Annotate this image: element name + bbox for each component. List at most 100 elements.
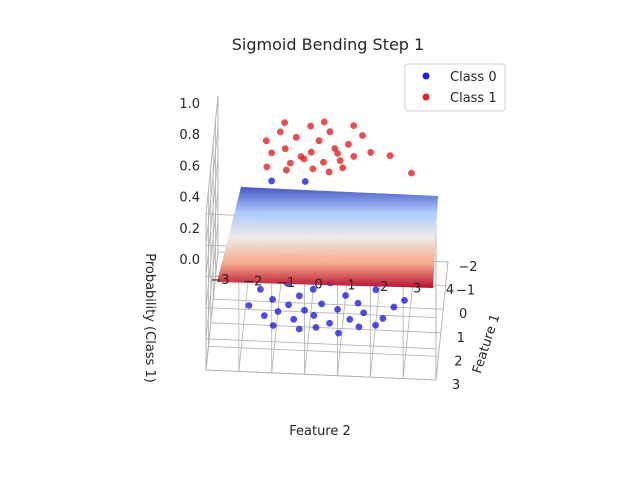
class0-point: [301, 178, 309, 185]
class0-point: [318, 300, 326, 308]
class0-point: [269, 296, 276, 303]
surface-plane: [217, 187, 438, 288]
class1-point: [263, 163, 271, 171]
class1-point: [309, 165, 317, 173]
class1-point: [344, 140, 352, 148]
class1-point: [282, 166, 290, 174]
class0-point: [295, 292, 303, 300]
class0-point: [372, 286, 380, 294]
class1-point: [292, 133, 300, 141]
y-tick-label: 0: [459, 307, 467, 322]
class0-point: [390, 303, 398, 311]
tick-labels: −3 −2 −1 0 1 2 3 4 −2 −1 0 1 2 3 0.0 0.2 0.4 0.6 0.8 1.0: [179, 97, 477, 393]
class1-point: [262, 137, 270, 145]
y-axis-label: Feature 1: [470, 312, 503, 375]
z-tick-label: 0.4: [179, 191, 200, 206]
probability-surface: [217, 187, 438, 288]
class1-point: [320, 158, 327, 166]
class1-point: [334, 149, 341, 157]
class1-point: [307, 148, 315, 156]
class1-point: [386, 152, 394, 160]
class0-point: [309, 285, 317, 293]
x-tick-label: 1: [347, 279, 355, 294]
class0-point: [342, 292, 349, 299]
legend-label-class1: Class 1: [450, 91, 497, 106]
class0-point: [245, 302, 253, 309]
z-tick-label: 0.8: [179, 128, 200, 143]
z-tick-label: 1.0: [179, 97, 200, 112]
floor-grid-y: [210, 322, 441, 334]
legend-label-class0: Class 0: [450, 70, 497, 85]
sidewall-grid-z: [205, 95, 219, 215]
chart-title: Sigmoid Bending Step 1: [232, 35, 424, 54]
class1-point: [300, 155, 308, 163]
y-tick-label: 1: [457, 331, 465, 346]
class1-point: [350, 153, 358, 160]
class1-point: [281, 119, 288, 126]
class0-point: [401, 297, 408, 304]
class1-point: [350, 122, 357, 129]
class1-point: [268, 149, 276, 157]
x-tick-label: 0: [314, 277, 322, 292]
legend-marker-class1: [422, 93, 430, 101]
class0-point: [285, 301, 292, 309]
sidewall-grid-z: [205, 158, 219, 277]
class0-point: [335, 329, 342, 337]
class0-point: [360, 309, 368, 317]
z-tick-label: 0.2: [179, 222, 200, 237]
floor-grid-y: [213, 298, 444, 310]
class0-point: [290, 315, 298, 323]
class1-points: [262, 118, 415, 177]
floor-grid-x: [435, 261, 449, 381]
sidewall-grid-z: [205, 127, 219, 246]
backwall-grid-z: [205, 307, 437, 318]
legend-box: [404, 63, 506, 112]
class1-point: [307, 122, 315, 130]
x-tick-label: −3: [210, 273, 229, 288]
floor-grid-y: [208, 346, 439, 357]
y-tick-label: 2: [454, 354, 462, 369]
class1-point: [276, 128, 284, 136]
class1-point: [339, 164, 347, 172]
backwall-grid-z: [205, 338, 437, 350]
class1-point: [359, 132, 366, 139]
class1-point: [325, 168, 333, 176]
class0-point: [372, 321, 379, 329]
z-tick-label: 0.6: [179, 159, 200, 174]
class1-point: [286, 159, 294, 167]
class1-point: [367, 149, 375, 156]
class0-point: [295, 325, 303, 333]
y-tick-label: −2: [458, 260, 477, 275]
class0-point: [268, 177, 276, 185]
sidewall-grid-z: [205, 189, 219, 308]
class0-point: [301, 306, 308, 314]
class0-point: [379, 315, 387, 322]
class0-point: [269, 322, 277, 329]
z-axis-label: Probability (Class 1): [142, 253, 157, 383]
class0-point: [257, 286, 264, 293]
class0-point: [346, 315, 354, 323]
class0-point: [355, 323, 363, 331]
class0-point: [354, 299, 362, 307]
y-tick-label: −1: [456, 284, 475, 299]
class1-point: [326, 128, 334, 136]
x-axis-label: Feature 2: [289, 424, 351, 439]
class1-point: [408, 169, 415, 177]
class1-point: [315, 137, 323, 145]
class0-point: [326, 319, 333, 327]
sidewall-grid-z: [205, 251, 219, 371]
z-tick-label: 0.0: [179, 253, 200, 268]
class0-point: [312, 323, 320, 331]
class1-point: [336, 157, 344, 164]
x-tick-label: 3: [413, 282, 421, 297]
class1-point: [320, 118, 328, 126]
class1-point: [281, 145, 289, 153]
x-tick-label: −1: [276, 276, 295, 291]
class0-point: [274, 308, 282, 315]
class0-point: [260, 312, 268, 320]
sidewall-grid-z: [205, 220, 219, 339]
y-tick-label: 3: [452, 378, 460, 393]
x-tick-label: 2: [380, 280, 388, 295]
class0-points: [245, 177, 408, 337]
